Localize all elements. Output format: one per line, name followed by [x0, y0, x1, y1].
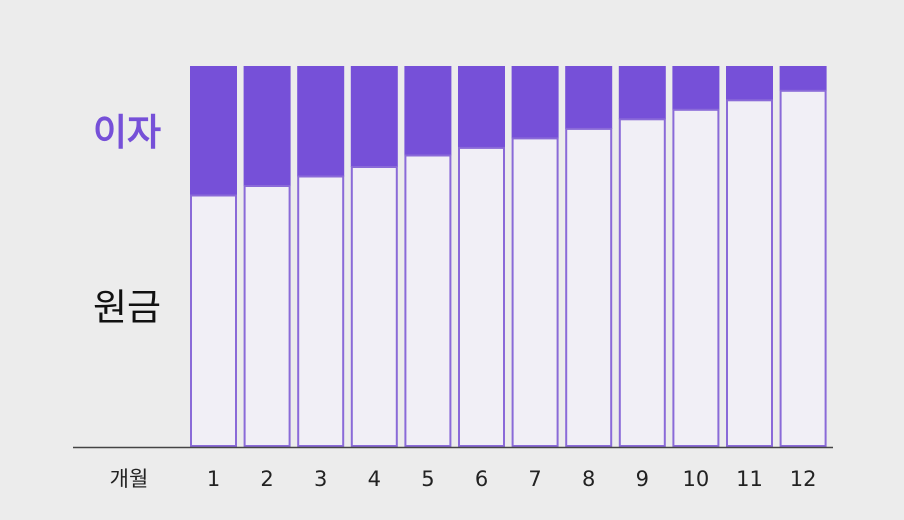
bar-interest-5	[404, 66, 452, 156]
x-tick-label-10: 10	[683, 467, 710, 491]
bar-principal-5	[404, 154, 452, 447]
bars-group	[190, 66, 827, 448]
bar-principal-11	[726, 99, 773, 448]
x-axis-label: 개월	[110, 467, 149, 491]
bar-principal-3	[297, 175, 345, 447]
bar-interest-7	[511, 66, 559, 139]
bar-interest-12	[779, 66, 827, 91]
x-tick-labels: 1 2 3 4 5 6 7 8 9 10 11 12	[207, 467, 817, 491]
bar-interest-11	[726, 66, 773, 101]
bar-interest-3	[297, 66, 345, 177]
bar-principal-9	[618, 118, 666, 448]
bar-principal-4	[350, 166, 398, 447]
bar-principal-10	[672, 108, 720, 448]
bar-principal-12	[779, 89, 827, 448]
bar-interest-6	[458, 66, 505, 148]
x-tick-label-7: 7	[528, 467, 541, 491]
bar-interest-2	[243, 66, 291, 186]
x-tick-label-4: 4	[368, 467, 381, 491]
bar-interest-9	[618, 66, 666, 120]
x-tick-label-1: 1	[207, 467, 220, 491]
x-tick-label-5: 5	[421, 467, 434, 491]
x-tick-label-9: 9	[636, 467, 649, 491]
bar-principal-1	[190, 194, 237, 447]
bar-principal-6	[458, 146, 505, 447]
legend-label-interest: 이자	[93, 111, 161, 154]
x-tick-label-12: 12	[790, 467, 817, 491]
x-tick-label-3: 3	[314, 467, 327, 491]
x-tick-label-6: 6	[475, 467, 488, 491]
bar-principal-2	[243, 185, 291, 447]
bar-interest-4	[350, 66, 398, 167]
bar-interest-1	[190, 66, 237, 196]
x-tick-label-8: 8	[582, 467, 595, 491]
bar-interest-10	[672, 66, 720, 110]
x-tick-label-11: 11	[736, 467, 763, 491]
legend-label-principal: 원금	[93, 286, 161, 329]
bar-interest-8	[565, 66, 613, 129]
x-tick-label-2: 2	[260, 467, 273, 491]
bar-principal-7	[511, 137, 559, 447]
bar-principal-8	[565, 127, 613, 447]
